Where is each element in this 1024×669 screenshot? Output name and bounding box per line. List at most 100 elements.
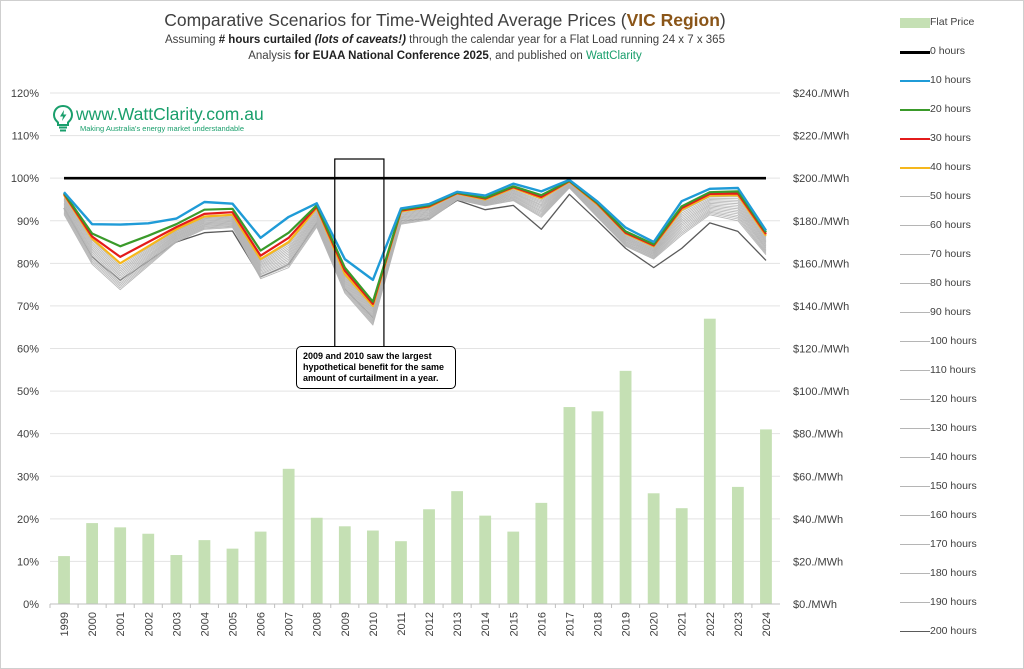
legend-swatch [900,370,930,371]
y-tick-label-right: $80./MWh [793,429,843,441]
x-tick-label: 2024 [761,612,773,636]
legend-swatch [900,428,930,429]
x-tick-label: 2023 [733,612,745,636]
x-tick-label: 2002 [143,612,155,636]
legend-item: 60 hours [898,219,1020,233]
x-tick-label: 2005 [228,612,240,636]
series-line-160-hours [63,186,767,322]
bar-2002 [142,533,155,604]
bar-2013 [451,491,464,604]
legend-swatch [900,254,930,255]
legend-swatch [900,167,930,169]
line-series [63,176,768,326]
legend-item: 200 hours [898,625,1020,639]
bar-2012 [423,509,435,604]
legend-label: 170 hours [930,538,977,550]
legend-item: 40 hours [898,161,1020,175]
bar-2016 [535,502,548,604]
y-tick-label-right: $140./MWh [793,301,849,313]
series-line-120-hours [63,184,767,317]
bar-2024 [760,429,772,604]
legend-item: 160 hours [898,509,1020,523]
wattclarity-logo: www.WattClarity.com.au Making Australia'… [52,104,282,134]
legend-label: 150 hours [930,480,977,492]
y-tick-label-right: $180./MWh [793,216,849,228]
legend-swatch [900,602,930,603]
y-tick-label-right: $120./MWh [793,344,849,356]
legend-swatch [900,80,930,82]
x-tick-label: 2019 [621,612,633,636]
series-line-140-hours [63,185,767,320]
legend-label: 90 hours [930,306,971,318]
legend-swatch [900,138,930,140]
x-tick-label: 2016 [536,612,548,636]
bar-2021 [675,508,688,604]
bar-2014 [479,515,492,604]
legend-item: Flat Price [898,16,1020,30]
chart-subtitle-2: Analysis for EUAA National Conference 20… [248,50,642,62]
bar-2009 [338,526,351,604]
y-tick-label-left: 100% [11,173,39,185]
x-tick-label: 2007 [284,612,296,636]
x-tick-label: 2013 [452,612,464,636]
bar-1999 [58,556,70,604]
y-tick-label-right: $100./MWh [793,386,849,398]
legend-label: 130 hours [930,422,977,434]
legend-swatch [900,109,930,111]
y-tick-label-right: $240./MWh [793,88,849,100]
bar-2000 [86,523,99,604]
x-tick-label: 2022 [705,612,717,636]
y-tick-label-left: 110% [12,131,40,143]
bar-2011 [395,541,407,604]
legend-swatch [900,457,930,458]
bar-2019 [619,370,632,604]
y-tick-label-right: $220./MWh [793,131,849,143]
y-tick-label-left: 90% [17,216,39,228]
chart-title: Comparative Scenarios for Time-Weighted … [164,10,726,30]
series-line-150-hours [63,185,767,321]
legend-item: 90 hours [898,306,1020,320]
series-line-190-hours [63,187,767,326]
legend-item: 80 hours [898,277,1020,291]
legend-item: 10 hours [898,74,1020,88]
series-line-100-hours [63,183,767,315]
highlight-box [334,158,385,358]
series-line-200-hours [63,193,767,319]
legend-swatch [900,399,930,400]
series-line-170-hours [63,186,767,323]
x-tick-label: 2006 [256,612,268,636]
x-tick-label: 2012 [424,612,436,636]
y-tick-label-left: 0% [23,599,39,611]
x-tick-label: 2015 [508,612,520,636]
bar-2001 [114,527,127,604]
x-tick-label: 2018 [593,612,605,636]
series-line-90-hours [63,183,767,313]
bar-2004 [198,540,211,604]
x-tick-label: 2020 [649,612,661,636]
bar-2022 [703,318,716,604]
series-line-70-hours [63,182,767,311]
series-line-130-hours [63,184,767,318]
legend-label: 0 hours [930,45,966,57]
legend-label: 80 hours [930,277,971,289]
legend-swatch [900,51,930,54]
x-tick-label: 2017 [564,612,576,636]
legend-item: 120 hours [898,393,1020,407]
legend-label: 30 hours [930,132,971,144]
title-block: Comparative Scenarios for Time-Weighted … [0,8,890,64]
y-tick-label-right: $160./MWh [793,258,849,270]
legend-item: 190 hours [898,596,1020,610]
legend-swatch [900,631,930,632]
bar-2008 [310,517,323,604]
bar-2006 [254,531,267,604]
x-tick-label: 2000 [87,612,99,636]
x-tick-label: 2004 [199,612,211,636]
bar-2005 [226,548,239,604]
y-tick-label-left: 20% [17,514,39,526]
legend-item: 50 hours [898,190,1020,204]
legend-swatch [900,18,930,28]
series-line-60-hours [63,181,767,309]
y-tick-label-left: 40% [17,429,39,441]
legend-item: 100 hours [898,335,1020,349]
logo-tagline: Making Australia's energy market underst… [80,124,245,133]
